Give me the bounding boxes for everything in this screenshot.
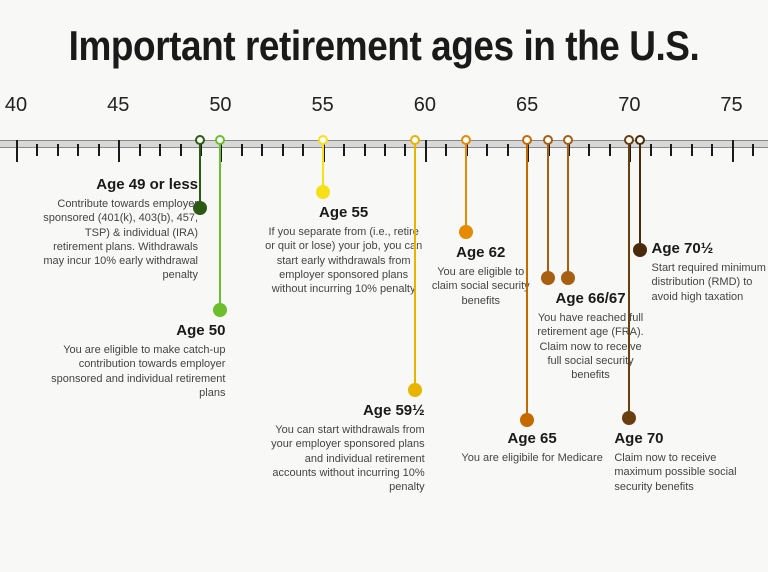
- milestone-line: [465, 144, 467, 236]
- tick-minor: [445, 144, 447, 156]
- milestone-dot-icon: [213, 303, 227, 317]
- tick-minor: [404, 144, 406, 156]
- tick-minor: [711, 144, 713, 156]
- tick-label: 50: [209, 94, 231, 117]
- tick-label: 45: [107, 94, 129, 117]
- milestone-dot-icon: [408, 383, 422, 397]
- milestone-line: [567, 144, 569, 282]
- milestone-age-label: Age 50: [35, 322, 225, 339]
- tick-minor: [36, 144, 38, 156]
- tick-minor: [98, 144, 100, 156]
- milestone-line: [547, 144, 549, 282]
- tick-minor: [261, 144, 263, 156]
- milestone-text: Age 59½ You can start withdrawals from yo…: [265, 402, 425, 494]
- milestone-line: [639, 144, 641, 254]
- milestone-age-label: Age 70: [614, 430, 744, 447]
- tick-minor: [77, 144, 79, 156]
- milestone-dot-icon: [561, 271, 575, 285]
- tick-minor: [343, 144, 345, 156]
- tick-label: 70: [618, 94, 640, 117]
- tick-minor: [670, 144, 672, 156]
- milestone-age-label: Age 49 or less: [40, 176, 198, 193]
- milestone-text: Age 70½ Start required minimum distributi…: [652, 240, 767, 304]
- tick-minor: [650, 144, 652, 156]
- page-title: Important retirement ages in the U.S.: [46, 0, 722, 70]
- milestone-text: Age 62 You are eligible to claim social s…: [426, 244, 536, 308]
- milestone-line: [628, 144, 630, 422]
- tick-minor: [588, 144, 590, 156]
- milestone-age-label: Age 70½: [652, 240, 767, 257]
- tick-minor: [507, 144, 509, 156]
- milestone-age-label: Age 59½: [265, 402, 425, 419]
- milestone-description: Contribute towards employer sponsored (4…: [40, 197, 198, 283]
- tick-major: [732, 140, 734, 162]
- tick-minor: [159, 144, 161, 156]
- tick-label: 40: [5, 94, 27, 117]
- milestone-text: Age 50 You are eligible to make catch-up …: [35, 322, 225, 400]
- tick-label: 65: [516, 94, 538, 117]
- milestone-text: Age 70 Claim now to receive maximum possi…: [614, 430, 744, 494]
- milestone-dot-icon: [459, 225, 473, 239]
- milestone-line: [526, 144, 528, 424]
- milestone-dot-icon: [520, 413, 534, 427]
- milestone-age-label: Age 62: [426, 244, 536, 261]
- milestone-text: Age 65 You are eligibile for Medicare: [457, 430, 607, 465]
- milestone-description: If you separate from (i.e., retire or qu…: [265, 225, 423, 296]
- tick-major: [118, 140, 120, 162]
- milestone-age-label: Age 55: [265, 204, 423, 221]
- tick-minor: [691, 144, 693, 156]
- milestone-text: Age 55 If you separate from (i.e., retire…: [265, 204, 423, 296]
- milestone-dot-icon: [633, 243, 647, 257]
- tick-minor: [282, 144, 284, 156]
- timeline-axis: 4045505560657075: [0, 140, 768, 180]
- tick-major: [425, 140, 427, 162]
- milestone-dot-icon: [316, 185, 330, 199]
- tick-label: 55: [312, 94, 334, 117]
- milestone-description: You can start withdrawals from your empl…: [265, 423, 425, 494]
- tick-label: 75: [720, 94, 742, 117]
- milestone-description: You are eligible to claim social securit…: [426, 265, 536, 308]
- milestone-description: Claim now to receive maximum possible so…: [614, 451, 744, 494]
- tick-minor: [752, 144, 754, 156]
- milestone-age-label: Age 65: [457, 430, 607, 447]
- tick-minor: [384, 144, 386, 156]
- tick-minor: [241, 144, 243, 156]
- milestone-line: [414, 144, 416, 394]
- tick-minor: [486, 144, 488, 156]
- milestone-description: You are eligibile for Medicare: [457, 451, 607, 465]
- milestone-dot-icon: [541, 271, 555, 285]
- milestone-description: You are eligible to make catch-up contri…: [35, 343, 225, 400]
- milestone-description: Start required minimum distribution (RMD…: [652, 261, 767, 304]
- tick-minor: [302, 144, 304, 156]
- milestone-dot-icon: [622, 411, 636, 425]
- milestone-text: Age 49 or less Contribute towards employe…: [40, 176, 198, 283]
- tick-minor: [609, 144, 611, 156]
- tick-minor: [180, 144, 182, 156]
- tick-minor: [57, 144, 59, 156]
- tick-label: 60: [414, 94, 436, 117]
- tick-major: [16, 140, 18, 162]
- tick-minor: [139, 144, 141, 156]
- tick-minor: [364, 144, 366, 156]
- milestone-line: [219, 144, 221, 314]
